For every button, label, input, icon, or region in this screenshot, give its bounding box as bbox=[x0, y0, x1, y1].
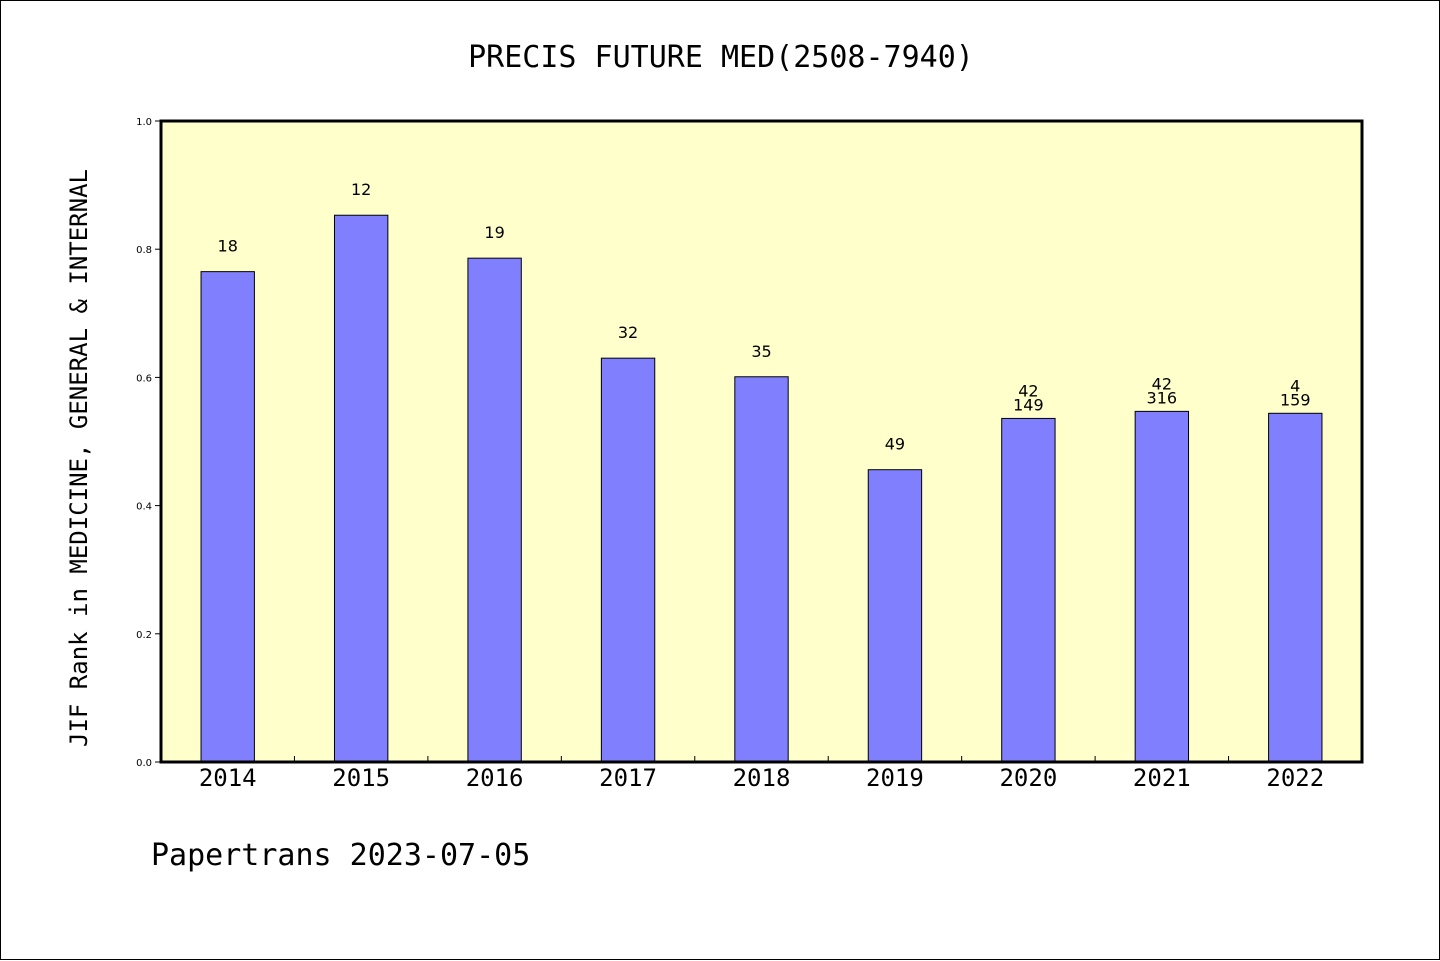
bar-label-2014: 18 bbox=[218, 237, 238, 256]
bar-2014 bbox=[200, 271, 255, 763]
bar-2017 bbox=[600, 357, 656, 763]
bar-label-2020-1: 42 bbox=[1018, 381, 1038, 400]
bar-label-2021-1: 42 bbox=[1152, 374, 1172, 393]
bar-2021 bbox=[1134, 410, 1190, 763]
bar-label-2018: 35 bbox=[751, 342, 771, 361]
footer-text: Papertrans 2023-07-05 bbox=[151, 838, 530, 873]
bar-2018 bbox=[734, 376, 789, 763]
bar-label-2021-2: 316 bbox=[1147, 388, 1178, 407]
y-axis-label: JIF Rank in MEDICINE, GENERAL & INTERNAL bbox=[65, 169, 93, 747]
bar-2020 bbox=[1001, 417, 1056, 763]
bar-2016 bbox=[467, 257, 522, 763]
x-tick-label-2018: 2018 bbox=[733, 764, 791, 792]
x-tick-label-2016: 2016 bbox=[466, 764, 524, 792]
bar-label-2020-2: 149 bbox=[1013, 395, 1044, 414]
x-tick-label-2015: 2015 bbox=[332, 764, 390, 792]
bar-label-2022-2: 159 bbox=[1280, 390, 1311, 409]
y-tick-label-0.4: 0.4 bbox=[136, 502, 152, 513]
bar-label-2022-1: 4 bbox=[1290, 376, 1300, 395]
x-tick-label-2019: 2019 bbox=[866, 764, 924, 792]
bar-label-2015: 12 bbox=[351, 180, 371, 199]
y-tick-label-0.6: 0.6 bbox=[136, 373, 152, 384]
y-tick-label-0.2: 0.2 bbox=[136, 630, 152, 641]
bar-2015 bbox=[333, 214, 389, 763]
y-tick-label-0.0: 0.0 bbox=[136, 758, 152, 769]
bar-2022 bbox=[1268, 412, 1323, 763]
bar-label-2017: 32 bbox=[618, 323, 638, 342]
x-tick-label-2017: 2017 bbox=[599, 764, 657, 792]
x-tick-label-2020: 2020 bbox=[999, 764, 1057, 792]
x-tick-label-2021: 2021 bbox=[1133, 764, 1191, 792]
y-tick-label-1.0: 1.0 bbox=[136, 117, 152, 128]
plot-border bbox=[159, 119, 1364, 764]
bar-label-2016: 19 bbox=[484, 223, 504, 242]
y-tick-label-0.8: 0.8 bbox=[136, 245, 152, 256]
x-tick-label-2022: 2022 bbox=[1266, 764, 1324, 792]
x-tick-label-2014: 2014 bbox=[199, 764, 257, 792]
bar-label-2019: 49 bbox=[885, 435, 905, 454]
bar-2019 bbox=[867, 469, 923, 763]
chart-title: PRECIS FUTURE MED(2508-7940) bbox=[468, 40, 974, 75]
axis-ticks-group: 2014 2015 2016 2017 2018 2019 2020 2021 2022 0.0 0… bbox=[136, 117, 1324, 792]
